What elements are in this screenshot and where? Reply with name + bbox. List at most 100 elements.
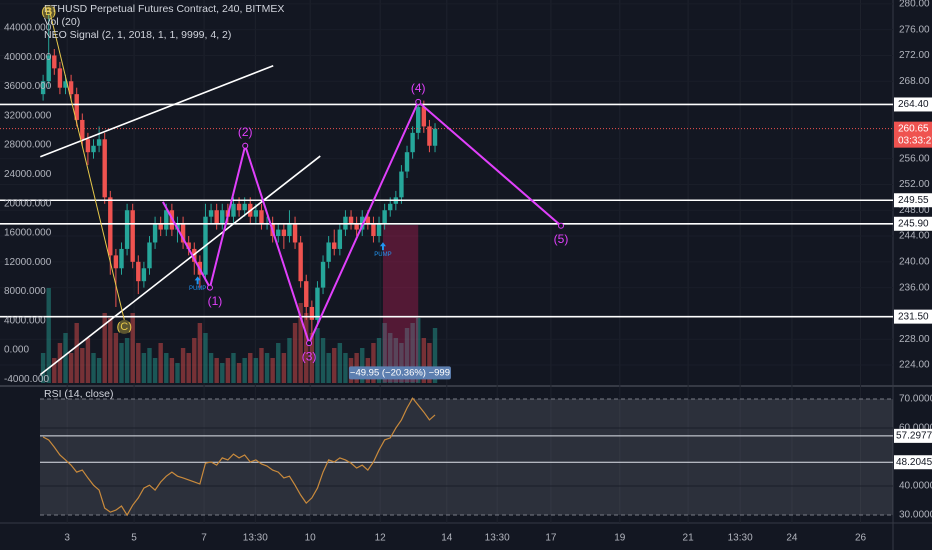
candle-body [410,132,415,153]
y-tick-label: 256.00 [899,153,930,164]
volume-bar [410,323,415,383]
candle-body [354,223,359,230]
wave-point [242,142,249,149]
y2-tick-label: 24000.000 [4,169,52,180]
y2-tick-label: -4000.000 [4,374,49,385]
y2-tick-label: 0.000 [4,345,29,356]
volume-bar [315,328,320,383]
candle-body [63,81,68,88]
level-label: 264.40 [898,99,929,110]
volume-bar [68,353,74,383]
rsi-tick-label: 30.0000 [899,510,932,521]
wave-label: (1) [208,294,223,308]
volume-bar [382,323,387,383]
volume-bar [399,343,404,383]
candle-body [147,242,152,269]
candle-body [276,229,281,237]
level-label: 231.50 [898,311,929,322]
candle-body [136,261,141,282]
candle-body [309,306,315,320]
candle-body [292,223,298,243]
volume-bar [186,353,191,383]
volume-bar [332,348,337,383]
chart-title: ETHUSD Perpetual Futures Contract, 240, … [44,3,284,15]
candle-body [208,210,214,217]
volume-bar [102,313,107,383]
candle-body [253,210,259,217]
rsi-tick-label: 60.0000 [899,423,932,434]
volume-bar [393,338,399,383]
candle-body [141,268,147,282]
volume-bar [276,343,281,383]
candle-body [85,139,91,153]
measure-label: −49.95 (−20.36%) −999 [350,367,450,378]
volume-bar [175,363,180,383]
volume-bar [287,338,292,383]
rsi-band [40,399,893,516]
wave-label: (3) [302,349,317,363]
y2-tick-label: 12000.000 [4,257,52,268]
level-box [894,216,932,231]
countdown: 03:33:27 [898,135,932,146]
candle-body [371,223,376,237]
y2-tick-label: 44000.000 [4,23,52,34]
volume-bar [180,348,186,383]
y-tick-label: 280.00 [899,0,930,10]
rsi-level-label: 48.2045 [896,457,932,468]
candle-body [102,139,107,198]
volume-bar [421,338,427,383]
abc-bubble [41,5,56,20]
y-tick-label: 248.00 [899,205,930,216]
volume-bar [192,338,197,383]
candle-body [236,203,242,211]
candle-body [365,216,371,224]
candle-body [287,223,292,237]
abc-bubble [117,319,132,334]
volume-bar [298,303,303,383]
x-tick-label: 7 [201,533,207,544]
level-label: 249.55 [898,195,929,206]
volume-label: Vol (20) [44,16,80,28]
y-tick-label: 244.00 [899,231,930,242]
volume-bar [248,353,253,383]
volume-bar [85,338,91,383]
signal-arrow [194,276,201,285]
wave-point [415,98,422,105]
signal-label: PUMP [189,286,206,292]
wave-point [306,340,313,347]
marks [0,6,893,517]
volume-bar [416,318,421,383]
volume-bar [141,353,147,383]
signal-label: PUMP [374,252,391,258]
signal-label: NEO Signal (2, 1, 2018, 1, 1, 9999, 4, 2… [44,29,231,41]
volume-bar [124,338,130,383]
volume-bar [432,328,438,383]
volume-bar [304,313,309,383]
candle-body [281,229,287,237]
candle-body [416,107,421,133]
volume-bar [376,338,382,383]
last-price-box [894,121,932,148]
y2-tick-label: 4000.000 [4,315,46,326]
level-box [894,193,932,208]
volume-bar [74,323,79,383]
candle-body [432,128,438,146]
candle-body [74,94,79,120]
wave-label: (4) [411,81,426,95]
candle-body [376,223,382,237]
volume-bar [136,343,141,383]
volume-bar [113,333,119,383]
volume-bar [164,353,169,383]
volume-bar [203,333,208,383]
candle-body [242,203,247,211]
x-tick-label: 10 [305,533,317,544]
candle-body [220,210,225,224]
volume-bar [360,348,365,383]
rsi-level-box [894,455,932,470]
candle-body [427,126,432,146]
volume-bar [52,358,57,383]
y-tick-label: 228.00 [899,334,930,345]
candle-body [186,242,191,249]
candle-body [320,261,326,288]
